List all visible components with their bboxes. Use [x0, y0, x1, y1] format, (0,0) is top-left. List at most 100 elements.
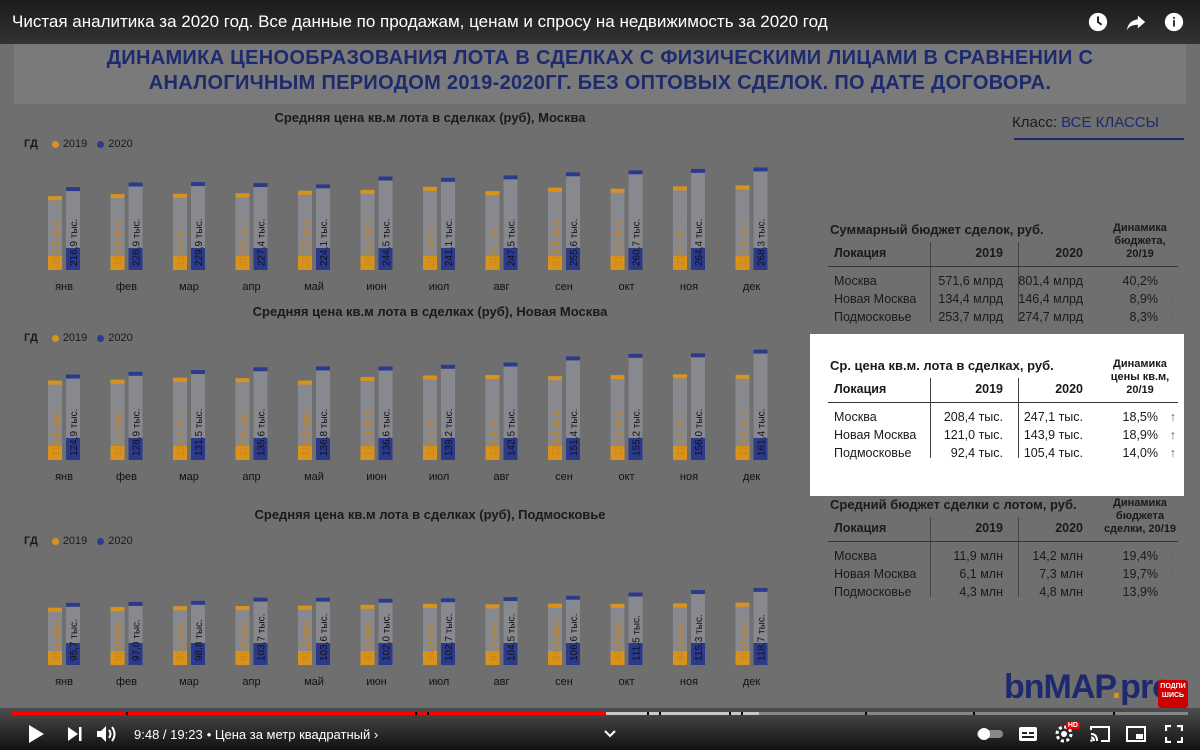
subtitles-icon[interactable]	[1010, 720, 1046, 748]
fullscreen-icon[interactable]	[1154, 720, 1194, 748]
bar-ghost-2020	[503, 362, 518, 460]
x-tick-label: янв	[55, 281, 73, 293]
share-icon[interactable]	[1124, 10, 1148, 34]
bar-2020	[566, 643, 580, 665]
next-icon[interactable]	[60, 720, 90, 748]
bar-2019-cap	[48, 380, 62, 385]
bar-2019	[173, 446, 187, 460]
cell-dynamics: 8,9%	[1129, 292, 1159, 306]
dynamics-header: Динамика цены кв.м, 20/19	[1110, 358, 1170, 396]
video-title[interactable]: Чистая аналитика за 2020 год. Все данные…	[12, 12, 828, 31]
bar-2019	[110, 446, 125, 460]
miniplayer-icon[interactable]	[1118, 720, 1154, 748]
data-label-2020: 229,9 тыс.	[194, 219, 205, 266]
x-tick-label: июл	[429, 281, 450, 293]
bar-2019	[735, 651, 750, 665]
cell-2020: 105,4 тыс.	[1023, 446, 1083, 460]
chapter-title[interactable]: • Цена за метр квадратный ›	[206, 726, 379, 742]
bar-ghost-2019	[298, 380, 312, 460]
data-label-2019: 212,5 тыс.	[614, 219, 625, 266]
data-label-2020: 136,8 тыс.	[319, 409, 330, 456]
bar-2020	[441, 438, 455, 460]
cast-icon[interactable]	[1082, 720, 1118, 748]
time-separator: /	[159, 726, 171, 742]
col-2019: 2019	[975, 246, 1003, 260]
cell-location: Новая Москва	[834, 292, 917, 306]
gear-icon[interactable]: HD	[1046, 720, 1082, 748]
progress-bar[interactable]	[12, 712, 1188, 715]
table-row: Подмосковье 253,7 млрд 274,7 млрд 8,3% ↑	[828, 310, 1178, 328]
x-tick-label: апр	[242, 281, 260, 293]
bar-ghost-2019	[548, 187, 562, 270]
data-label-2020: 260,7 тыс.	[632, 219, 643, 266]
bar-2020	[378, 248, 393, 270]
data-label-2019: 121,4 тыс.	[364, 409, 375, 456]
data-label-2020: 228,9 тыс.	[132, 219, 143, 266]
legend-swatch-2020	[97, 334, 105, 342]
data-label-2020: 102,0 тыс.	[382, 614, 393, 661]
col-2020: 2020	[1055, 521, 1083, 535]
bar-2020-cap	[128, 601, 143, 606]
chart-legend: ГД 2019 2020	[24, 138, 133, 150]
bar-2020	[753, 438, 768, 460]
bar-2020	[691, 438, 705, 460]
bar-ghost-2020	[566, 356, 580, 460]
data-label-2020: 106,6 тыс.	[569, 614, 580, 661]
legend-swatch-2019	[51, 140, 59, 148]
bar-2019-cap	[48, 607, 62, 612]
volume-icon[interactable]	[90, 720, 124, 748]
up-arrow-icon: ↑	[1169, 410, 1176, 424]
cell-2019: 121,0 тыс.	[943, 428, 1003, 442]
bar-ghost-2019	[235, 378, 250, 460]
dynamics-header: Динамика бюджета сделки, 20/19	[1103, 497, 1177, 535]
chart-title: Средняя цена кв.м лота в сделках (руб), …	[252, 304, 608, 319]
cell-location: Подмосковье	[834, 446, 912, 460]
bar-2019-cap	[360, 376, 375, 381]
bar-2020	[503, 643, 518, 665]
bar-2020-cap	[66, 187, 80, 192]
data-label-2019: 217,4 тыс.	[426, 219, 437, 266]
col-2019: 2019	[975, 382, 1003, 396]
cell-2019: 134,4 млрд	[938, 292, 1003, 306]
bar-2020-cap	[753, 167, 768, 172]
legend-swatch-2020	[97, 537, 105, 545]
x-tick-label: авг	[494, 281, 510, 293]
x-tick-label: июл	[429, 676, 450, 688]
bar-2020	[316, 643, 330, 665]
play-icon[interactable]	[12, 720, 60, 748]
clock-icon[interactable]	[1086, 10, 1110, 34]
table-row: Москва 571,6 млрд 801,4 млрд 40,2% ↑	[828, 274, 1178, 292]
data-label-2019: 88,1 тыс.	[51, 619, 62, 661]
bar-2020-cap	[441, 364, 455, 369]
autoplay-toggle[interactable]	[970, 720, 1010, 748]
bar-2019-cap	[548, 187, 562, 192]
bar-ghost-2019	[548, 376, 562, 460]
chevron-up-icon[interactable]	[600, 720, 620, 748]
bar-2020-cap	[691, 168, 705, 173]
class-filter: Класс: ВСЕ КЛАССЫ	[1012, 114, 1159, 131]
cell-2019: 11,9 млн	[953, 549, 1003, 563]
x-tick-label: июл	[429, 471, 450, 483]
info-icon[interactable]	[1162, 10, 1186, 34]
legend-prefix: ГД	[24, 138, 38, 150]
subscribe-badge[interactable]: ПОДПИ ШИСЬ	[1158, 680, 1188, 708]
chapter-marker	[126, 712, 129, 715]
bar-ghost-2019	[673, 374, 687, 460]
legend-prefix: ГД	[24, 332, 38, 344]
data-label-2020: 128,9 тыс.	[132, 409, 143, 456]
bar-ghost-2019	[610, 375, 625, 460]
bar-2020-cap	[503, 597, 518, 602]
data-label-2019: 116,1 тыс.	[301, 409, 312, 456]
data-label-2019: 193,0 тыс.	[51, 219, 62, 266]
cell-dynamics: 18,9%	[1122, 428, 1158, 442]
data-label-2019: 120,2 тыс.	[176, 409, 187, 456]
table-row: Подмосковье 92,4 тыс. 105,4 тыс. 14,0% ↑	[828, 446, 1178, 464]
column-divider	[1018, 517, 1019, 597]
bar-ghost-2019	[735, 374, 750, 460]
bar-ghost-2019	[110, 607, 125, 665]
data-label-2019: 119,5 тыс.	[239, 409, 250, 456]
bar-2019	[298, 256, 312, 270]
bar-2019	[548, 651, 562, 665]
bar-2020-cap	[128, 182, 143, 187]
